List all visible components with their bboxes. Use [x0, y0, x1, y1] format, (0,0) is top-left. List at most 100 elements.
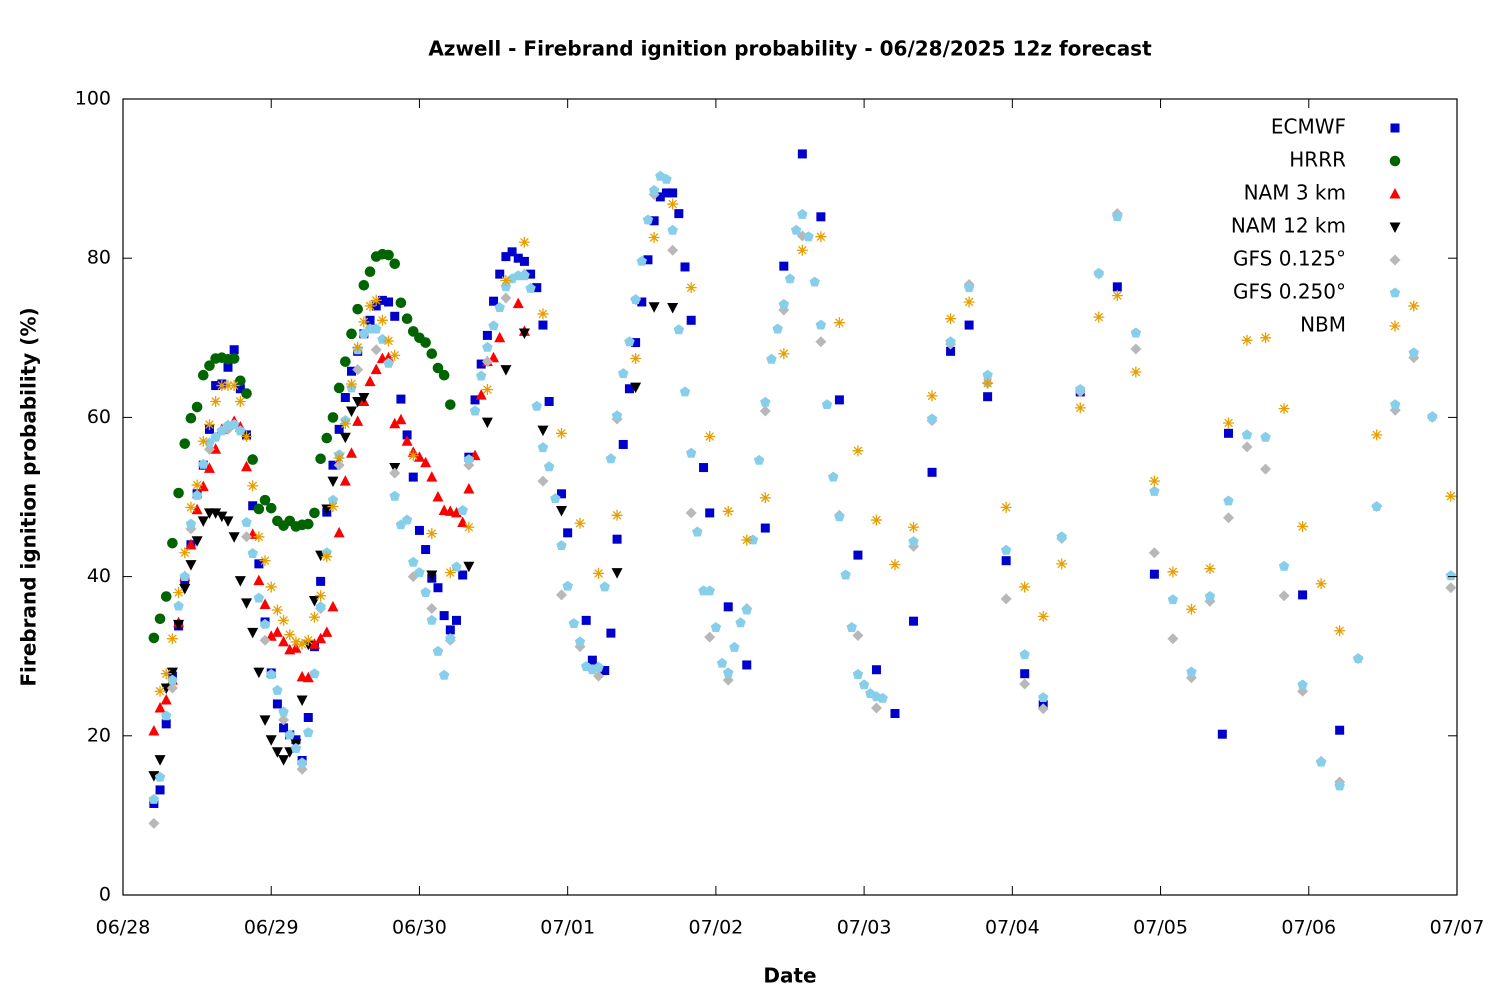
- data-point: [982, 369, 993, 380]
- x-tick-label: 07/05: [1133, 917, 1188, 939]
- data-point: [327, 501, 339, 513]
- data-point: [426, 570, 438, 582]
- data-point: [340, 356, 351, 367]
- data-point: [402, 430, 412, 440]
- data-point: [185, 560, 197, 571]
- data-point: [167, 537, 178, 549]
- data-point: [945, 336, 956, 347]
- data-point: [148, 771, 160, 782]
- data-point: [210, 395, 222, 407]
- data-point: [328, 460, 338, 470]
- data-point: [518, 236, 530, 248]
- data-point: [674, 209, 684, 219]
- data-point: [197, 516, 209, 527]
- data-point: [649, 216, 659, 226]
- data-point: [365, 315, 375, 325]
- data-point: [852, 669, 864, 679]
- data-point: [444, 567, 456, 579]
- series-points: [148, 248, 456, 644]
- data-point: [983, 392, 993, 402]
- data-point: [648, 232, 660, 244]
- data-point: [389, 467, 401, 479]
- data-point: [315, 590, 327, 602]
- data-point: [253, 667, 265, 679]
- x-tick-label: 07/02: [689, 917, 744, 939]
- data-point: [692, 526, 703, 537]
- data-point: [191, 479, 203, 491]
- data-point: [1371, 501, 1382, 511]
- data-point: [173, 487, 184, 499]
- data-point: [742, 660, 752, 670]
- legend-label: GFS 0.125°: [1233, 247, 1346, 271]
- data-point: [327, 476, 339, 488]
- data-point: [383, 335, 395, 347]
- data-point: [426, 528, 438, 540]
- data-point: [253, 592, 265, 603]
- data-point: [475, 389, 487, 400]
- legend-marker: [1389, 188, 1401, 199]
- data-point: [241, 531, 253, 543]
- data-point: [519, 270, 530, 281]
- data-point: [438, 669, 450, 680]
- data-point: [686, 447, 697, 458]
- x-tick-label: 07/07: [1430, 917, 1485, 939]
- data-point: [926, 413, 938, 424]
- data-point: [290, 743, 302, 753]
- data-point: [815, 336, 827, 348]
- data-point: [197, 369, 209, 381]
- data-point: [222, 380, 234, 392]
- data-point: [587, 655, 597, 665]
- data-point: [376, 314, 388, 326]
- data-point: [296, 695, 308, 706]
- data-point: [1148, 475, 1160, 487]
- data-point: [272, 684, 283, 695]
- legend-label: ECMWF: [1271, 115, 1346, 139]
- data-point: [432, 362, 444, 374]
- data-point: [562, 580, 573, 591]
- data-point: [185, 501, 197, 513]
- data-point: [445, 633, 456, 644]
- series-points: [148, 302, 679, 782]
- data-point: [927, 467, 937, 477]
- data-point: [481, 417, 493, 429]
- data-point: [316, 576, 326, 586]
- data-point: [1130, 327, 1142, 338]
- legend-label: NAM 3 km: [1244, 181, 1346, 205]
- data-point: [451, 506, 462, 518]
- data-point: [309, 507, 320, 519]
- data-point: [606, 628, 616, 638]
- x-tick-label: 06/28: [96, 917, 151, 939]
- data-point: [364, 300, 376, 312]
- data-point: [414, 525, 424, 535]
- data-point: [631, 338, 641, 348]
- data-point: [605, 453, 617, 464]
- data-point: [488, 320, 499, 331]
- x-tick-label: 07/06: [1281, 917, 1336, 939]
- data-point: [370, 344, 382, 356]
- data-point: [722, 505, 734, 517]
- legend-label: GFS 0.250°: [1233, 280, 1346, 304]
- data-point: [705, 508, 715, 518]
- data-point: [148, 794, 160, 804]
- data-point: [889, 559, 901, 571]
- data-point: [574, 517, 586, 529]
- data-point: [1390, 399, 1401, 410]
- data-point: [458, 570, 468, 580]
- data-point: [241, 598, 253, 609]
- data-point: [494, 331, 506, 343]
- data-point: [444, 505, 456, 516]
- data-point: [1223, 428, 1233, 438]
- data-point: [618, 439, 628, 449]
- data-point: [223, 362, 233, 372]
- data-point: [556, 489, 566, 499]
- data-point: [265, 735, 277, 746]
- data-point: [278, 755, 290, 766]
- data-point: [699, 463, 709, 473]
- data-point: [346, 328, 357, 340]
- data-point: [321, 626, 333, 637]
- data-point: [259, 618, 271, 629]
- data-point: [833, 317, 845, 329]
- data-point: [185, 518, 197, 529]
- data-point: [1222, 512, 1234, 524]
